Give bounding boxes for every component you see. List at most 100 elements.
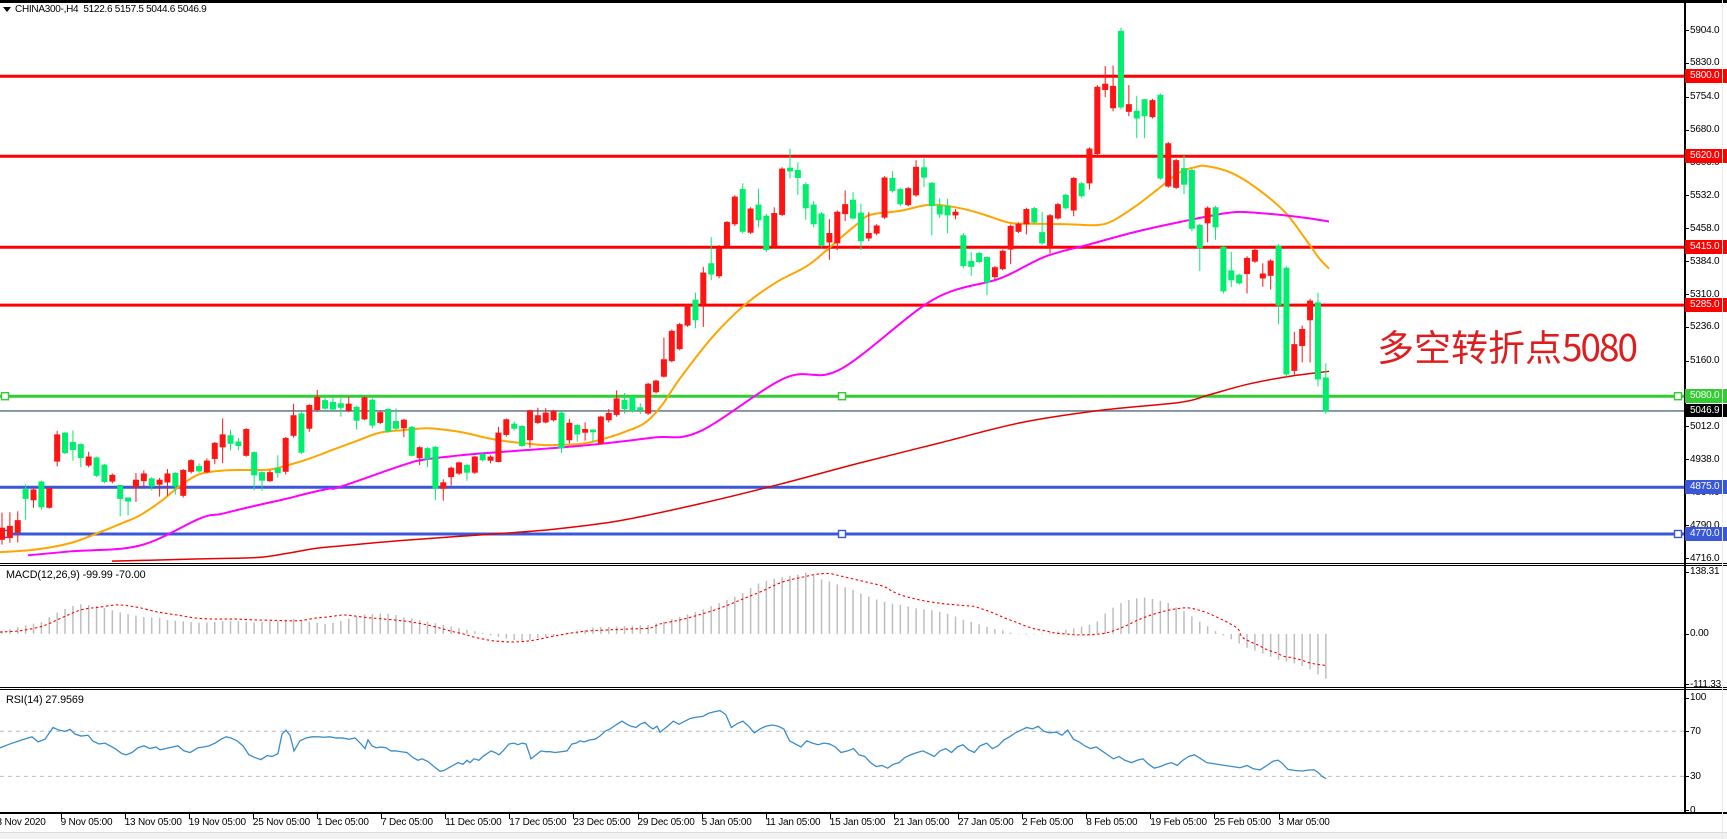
candle-152 bbox=[1196, 225, 1203, 249]
macd-signal-value: -70.00 bbox=[115, 569, 146, 581]
price-tickmark bbox=[1684, 294, 1689, 295]
price-badge-5800.0[interactable]: 5800.0 bbox=[1685, 69, 1727, 83]
candle-168 bbox=[1322, 377, 1329, 412]
candle-103 bbox=[810, 204, 817, 225]
candle-71 bbox=[558, 412, 565, 449]
macd-name: MACD(12,26,9) bbox=[6, 569, 80, 581]
candle-25 bbox=[196, 465, 202, 472]
candle-117 bbox=[920, 167, 927, 178]
candle-111 bbox=[873, 225, 880, 234]
candle-77 bbox=[605, 413, 612, 421]
candle-56 bbox=[440, 482, 447, 489]
price-tick-5680.0: 5680.0 bbox=[1690, 124, 1720, 135]
candle-50 bbox=[393, 421, 399, 429]
time-label-17: 8 Feb 05:00 bbox=[1086, 816, 1138, 828]
price-tick-5384.0: 5384.0 bbox=[1690, 255, 1720, 267]
price-badge-5080.0[interactable]: 5080.0 bbox=[1685, 389, 1727, 403]
main-macd-separator[interactable] bbox=[0, 562, 1727, 564]
window-edge bbox=[1722, 0, 1723, 839]
candle-51 bbox=[400, 419, 407, 429]
candle-53 bbox=[416, 447, 423, 459]
time-tickmark bbox=[637, 813, 639, 819]
time-label-9: 23 Dec 05:00 bbox=[573, 816, 631, 828]
macd-rsi-separator[interactable] bbox=[0, 687, 1727, 689]
candle-159 bbox=[1251, 249, 1258, 262]
candle-14 bbox=[109, 474, 116, 482]
price-tickmark bbox=[1684, 326, 1689, 328]
candle-160 bbox=[1259, 273, 1266, 279]
candle-78 bbox=[613, 398, 620, 415]
candle-61 bbox=[479, 453, 486, 461]
candle-94 bbox=[739, 189, 746, 232]
candle-145 bbox=[1141, 99, 1148, 117]
ma-fast-line bbox=[0, 164, 1330, 554]
candle-36 bbox=[282, 437, 289, 472]
time-label-6: 7 Dec 05:00 bbox=[381, 816, 433, 828]
candle-73 bbox=[574, 425, 581, 435]
price-badge-5620.0[interactable]: 5620.0 bbox=[1685, 149, 1727, 163]
candle-99 bbox=[779, 168, 786, 215]
time-label-20: 3 Mar 05:00 bbox=[1278, 816, 1330, 828]
candle-2 bbox=[14, 520, 21, 533]
candle-69 bbox=[542, 412, 549, 423]
time-label-2: 13 Nov 05:00 bbox=[124, 816, 182, 828]
candle-74 bbox=[582, 429, 589, 433]
time-axis-border bbox=[0, 811, 1727, 814]
price-tick-5904.0: 5904.0 bbox=[1690, 24, 1720, 36]
time-label-19: 25 Feb 05:00 bbox=[1214, 816, 1271, 828]
time-tickmark bbox=[1150, 813, 1152, 819]
candle-12 bbox=[93, 457, 100, 476]
time-label-10: 29 Dec 05:00 bbox=[637, 816, 695, 828]
rsi-tick-0: 0 bbox=[1690, 804, 1696, 816]
price-tick-4716.0: 4716.0 bbox=[1690, 552, 1720, 564]
candle-115 bbox=[905, 188, 912, 206]
symbol-ohlc-values: 5122.6 5157.5 5044.6 5046.9 bbox=[83, 4, 207, 15]
candle-43 bbox=[337, 403, 344, 408]
candle-127 bbox=[999, 250, 1006, 270]
candle-114 bbox=[897, 189, 904, 205]
candle-29 bbox=[227, 435, 234, 444]
candle-81 bbox=[637, 407, 644, 411]
candle-37 bbox=[290, 415, 297, 436]
price-tickmark bbox=[1684, 195, 1689, 197]
price-tickmark bbox=[1684, 62, 1689, 64]
candle-105 bbox=[826, 233, 833, 243]
candle-128 bbox=[1007, 225, 1014, 250]
candle-97 bbox=[763, 215, 770, 251]
time-label-15: 27 Jan 05:00 bbox=[958, 816, 1014, 828]
symbol-info-label[interactable]: CHINA300-,H4 5122.6 5157.5 5044.6 5046.9 bbox=[15, 4, 207, 15]
candle-54 bbox=[424, 448, 431, 460]
candle-163 bbox=[1283, 267, 1290, 375]
candle-135 bbox=[1062, 194, 1069, 209]
annotation-text[interactable] bbox=[1377, 326, 1636, 370]
candle-5 bbox=[38, 481, 45, 508]
candle-58 bbox=[456, 462, 463, 474]
macd-tick--111.33: -111.33 bbox=[1690, 678, 1722, 690]
candle-166 bbox=[1307, 300, 1314, 321]
candle-131 bbox=[1031, 208, 1038, 223]
price-tick-5532.0: 5532.0 bbox=[1690, 189, 1720, 201]
price-badge-4770.0[interactable]: 4770.0 bbox=[1685, 527, 1727, 541]
candle-110 bbox=[865, 233, 872, 239]
candle-162 bbox=[1275, 245, 1282, 306]
candle-88 bbox=[692, 299, 699, 321]
price-badge-5415.0[interactable]: 5415.0 bbox=[1685, 240, 1727, 254]
candle-109 bbox=[857, 212, 864, 242]
time-tickmark bbox=[1086, 813, 1088, 819]
current-price-badge[interactable]: 5046.9 bbox=[1685, 403, 1727, 418]
candle-83 bbox=[653, 380, 660, 393]
symbol-dropdown-icon[interactable] bbox=[3, 6, 11, 12]
candle-154 bbox=[1212, 207, 1219, 228]
price-badge-4875.0[interactable]: 4875.0 bbox=[1685, 480, 1727, 494]
price-tick-4938.0: 4938.0 bbox=[1690, 453, 1720, 465]
candle-153 bbox=[1204, 207, 1211, 224]
macd-main-value: -99.99 bbox=[82, 569, 113, 581]
price-badge-5285.0[interactable]: 5285.0 bbox=[1685, 298, 1727, 312]
candle-45 bbox=[353, 406, 360, 421]
candle-165 bbox=[1299, 329, 1306, 347]
candle-55 bbox=[432, 446, 439, 489]
candle-7 bbox=[54, 434, 61, 462]
candle-72 bbox=[566, 422, 573, 441]
candle-95 bbox=[747, 208, 754, 233]
